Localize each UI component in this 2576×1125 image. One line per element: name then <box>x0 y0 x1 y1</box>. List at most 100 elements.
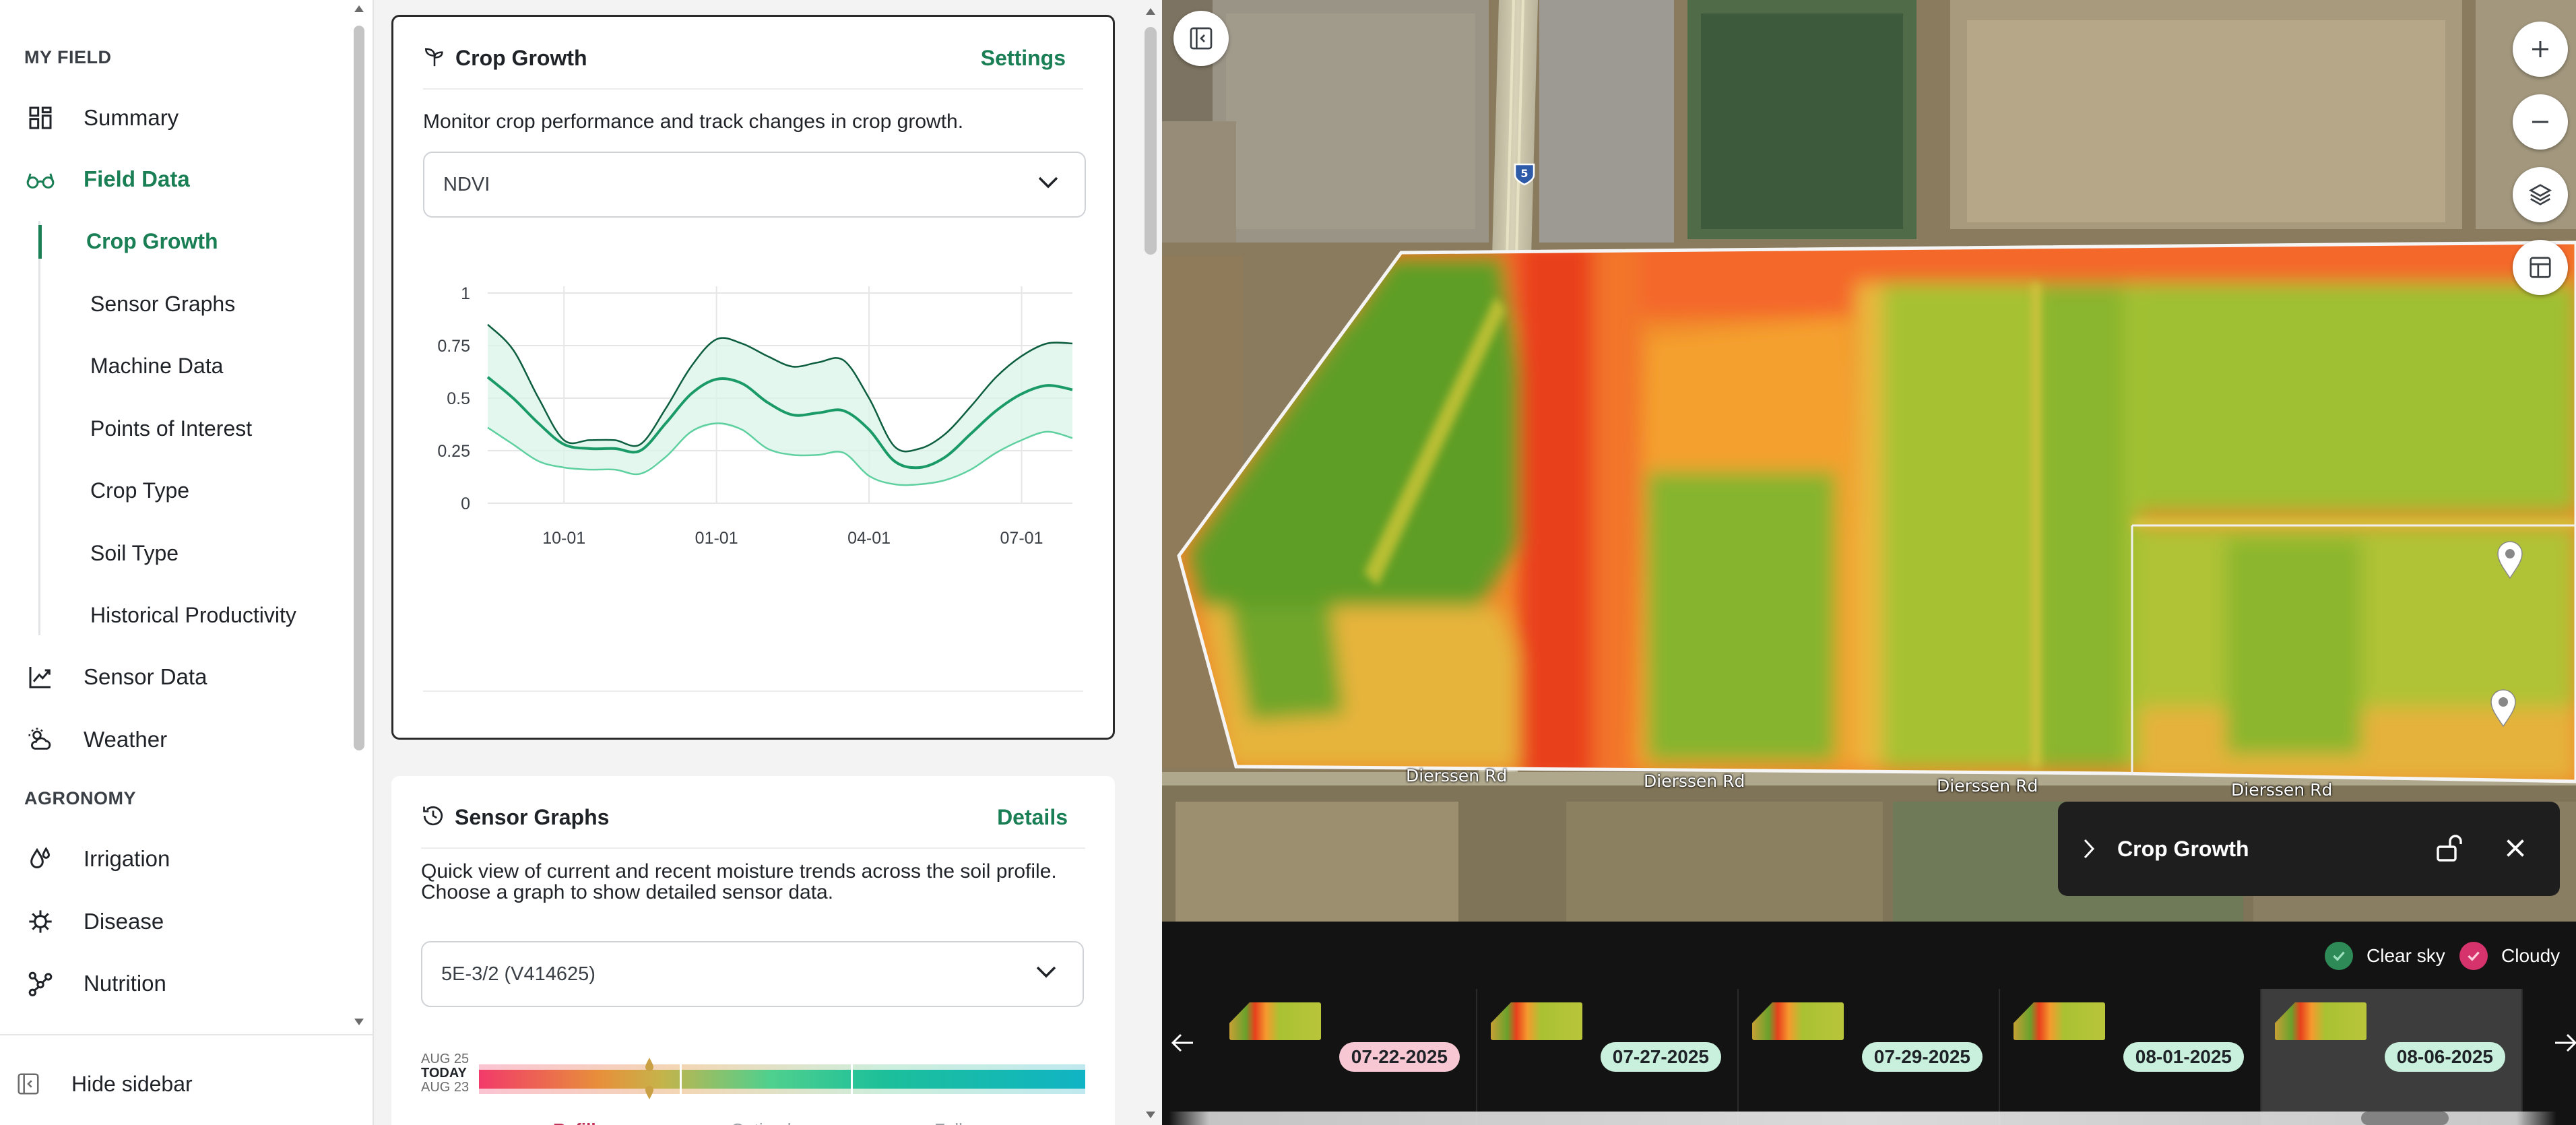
x-tick-label: 04-01 <box>847 529 891 548</box>
panel-scroll-thumb[interactable] <box>1145 27 1157 255</box>
sidebar-item-label: Disease <box>84 909 164 934</box>
divider <box>421 847 1085 849</box>
details-panel: Crop Growth Settings Monitor crop perfor… <box>374 0 1162 1125</box>
sidebar-subitem-historical-productivity[interactable]: Historical Productivity <box>90 602 296 627</box>
sidebar-item-nutrition[interactable]: Nutrition <box>24 960 166 1007</box>
sensor-graphs-card: Sensor Graphs Details Quick view of curr… <box>391 776 1115 1125</box>
timeline-scrollbar[interactable] <box>1169 1112 2556 1125</box>
scroll-up-icon[interactable] <box>1145 7 1157 16</box>
x-tick-label: 07-01 <box>1000 529 1043 548</box>
sidebar-item-summary[interactable]: Summary <box>24 94 179 141</box>
zoom-in-button[interactable] <box>2513 22 2568 77</box>
timeline-item[interactable]: 08-01-2025 <box>2000 989 2261 1125</box>
zone-divider <box>680 1062 682 1097</box>
molecule-icon <box>24 967 57 1000</box>
field-thumbnail <box>1752 1002 1844 1040</box>
hide-sidebar-button[interactable]: Hide sidebar <box>15 1070 193 1097</box>
sensor-graphs-description: Quick view of current and recent moistur… <box>421 860 1057 903</box>
sidebar-scrollbar[interactable] <box>350 0 368 1037</box>
sidebar-item-weather[interactable]: Weather <box>24 716 167 763</box>
field-map[interactable]: 5 Dierssen Rd Dierssen Rd Dierssen Rd Di… <box>1162 0 2576 922</box>
toggle-panel-button[interactable] <box>1173 11 1229 66</box>
map-pin-icon[interactable] <box>2488 687 2519 728</box>
moisture-bar-widget[interactable]: AUG 25 TODAY AUG 23 Refill Optimal Full <box>421 1052 1088 1125</box>
y-tick-label: 0.25 <box>437 442 470 461</box>
sidebar-item-label: Field Data <box>84 166 190 191</box>
timeline-item[interactable]: 07-22-2025 <box>1216 989 1477 1125</box>
chevron-right-icon[interactable] <box>2081 837 2097 860</box>
settings-link[interactable]: Settings <box>980 45 1066 70</box>
x-tick-label: 10-01 <box>542 529 585 548</box>
timeline-date-label: 07-29-2025 <box>1861 1042 1983 1072</box>
sidebar-item-disease[interactable]: Disease <box>24 898 164 945</box>
ndvi-range-band <box>488 324 1072 484</box>
zoom-out-button[interactable] <box>2513 94 2568 150</box>
x-tick-label: 01-01 <box>695 529 738 548</box>
legend-clear-label: Clear sky <box>2366 945 2445 966</box>
field-thumbnail <box>2275 1002 2366 1040</box>
interstate-shield-icon: 5 <box>1514 163 1535 186</box>
timeline-item[interactable]: 07-27-2025 <box>1477 989 1739 1125</box>
crop-growth-card: Crop Growth Settings Monitor crop perfor… <box>391 15 1115 740</box>
divider <box>423 88 1083 90</box>
sensor-graphs-title: Sensor Graphs <box>455 804 610 829</box>
map-pin-icon[interactable] <box>2494 539 2525 579</box>
sidebar-item-label: Weather <box>84 727 168 752</box>
glasses-icon <box>24 163 57 195</box>
timeline-item[interactable]: 07-29-2025 <box>1739 989 2000 1125</box>
timeline-item[interactable]: 08-06-2025 <box>2261 989 2523 1125</box>
road-label: Dierssen Rd <box>1644 771 1745 791</box>
unlock-icon[interactable] <box>2433 831 2465 865</box>
sidebar-item-label: Nutrition <box>84 971 166 996</box>
sidebar-subitem-sensor-graphs[interactable]: Sensor Graphs <box>90 291 236 316</box>
layout-button[interactable] <box>2513 240 2568 295</box>
field-thumbnail <box>2014 1002 2105 1040</box>
timeline-date-label: 07-27-2025 <box>1600 1042 1721 1072</box>
partly-cloudy-icon <box>24 724 57 756</box>
scroll-up-icon[interactable] <box>353 4 365 13</box>
crop-growth-title: Crop Growth <box>455 45 587 70</box>
road-label: Dierssen Rd <box>2231 780 2333 800</box>
close-icon[interactable] <box>2500 833 2531 864</box>
scroll-down-icon[interactable] <box>1145 1110 1157 1120</box>
water-drops-icon <box>24 843 57 875</box>
sidebar-scroll-thumb[interactable] <box>354 26 364 750</box>
check-icon <box>2325 942 2353 970</box>
sidebar-subitem-crop-growth[interactable]: Crop Growth <box>86 228 218 253</box>
tree-line <box>38 221 40 635</box>
sidebar-subitem-points-of-interest[interactable]: Points of Interest <box>90 416 253 441</box>
sidebar-item-irrigation[interactable]: Irrigation <box>24 835 170 882</box>
bar-label-top: AUG 25 <box>421 1052 470 1066</box>
details-link[interactable]: Details <box>997 804 1068 829</box>
sensor-select[interactable]: 5E-3/2 (V414625) <box>421 941 1084 1007</box>
timeline-next-button[interactable] <box>2546 1023 2576 1063</box>
collapse-sidebar-icon <box>15 1070 42 1097</box>
chevron-down-icon <box>1036 966 1056 978</box>
timeline-date-label: 07-22-2025 <box>1339 1042 1460 1072</box>
imagery-timeline: Clear sky Cloudy 07-22-2025 07-27-2025 07-… <box>1162 922 2576 1125</box>
map-layers-button[interactable] <box>2513 167 2568 222</box>
legend-cloudy-label: Cloudy <box>2501 945 2561 966</box>
sensor-select-value: 5E-3/2 (V414625) <box>441 963 595 985</box>
sidebar-item-field-data[interactable]: Field Data <box>24 156 190 203</box>
sidebar-subitem-crop-type[interactable]: Crop Type <box>90 478 190 503</box>
sidebar-subitem-machine-data[interactable]: Machine Data <box>90 353 224 378</box>
zone-label-refill: Refill <box>553 1120 596 1125</box>
index-select[interactable]: NDVI <box>423 152 1086 218</box>
sidebar-item-sensor-data[interactable]: Sensor Data <box>24 653 207 701</box>
timeline-prev-button[interactable] <box>1162 1023 1202 1063</box>
panel-scrollbar[interactable] <box>1139 0 1162 1125</box>
crop-growth-card-header: Crop Growth Settings <box>423 41 1066 75</box>
sidebar-subitem-soil-type[interactable]: Soil Type <box>90 540 179 565</box>
layer-card[interactable]: Crop Growth <box>2058 802 2560 896</box>
scroll-down-icon[interactable] <box>353 1017 365 1027</box>
sprout-icon <box>423 45 446 71</box>
y-tick-label: 0.75 <box>437 337 470 356</box>
layers-icon <box>2528 184 2552 205</box>
sidebar-item-label: Irrigation <box>84 846 170 871</box>
virus-icon <box>24 905 57 938</box>
zone-label-optimal: Optimal <box>731 1120 792 1125</box>
y-tick-label: 1 <box>461 284 470 303</box>
timeline-scroll-thumb[interactable] <box>2361 1112 2449 1125</box>
sensor-graphs-card-header: Sensor Graphs Details <box>421 800 1068 834</box>
